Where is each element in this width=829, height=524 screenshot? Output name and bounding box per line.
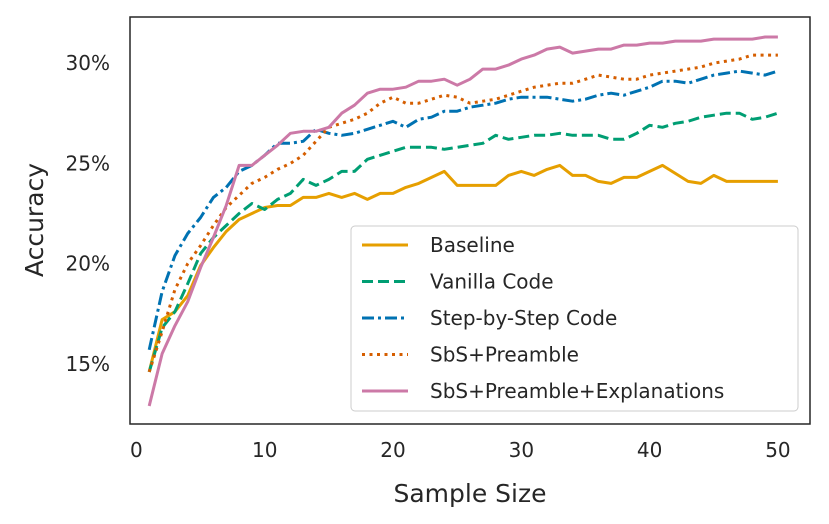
y-tick-label: 30% (66, 51, 110, 75)
y-tick-label: 20% (66, 252, 110, 276)
y-axis-label: Accuracy (20, 163, 49, 277)
series-line (147, 163, 778, 373)
x-tick-label: 0 (130, 438, 143, 462)
legend-label: Baseline (430, 233, 515, 257)
y-tick-label: 15% (66, 352, 110, 376)
legend-label: SbS+Preamble (430, 343, 579, 367)
series-line (147, 35, 778, 407)
legend-label: Step-by-Step Code (430, 306, 617, 330)
legend-frame (350, 225, 799, 412)
x-tick-label: 50 (765, 438, 790, 462)
axes-frame (129, 16, 811, 425)
legend-label: Vanilla Code (430, 270, 554, 294)
y-axis-ticks: 15% 20% 25% 30% (66, 51, 110, 376)
x-axis-ticks: 0 10 20 30 40 50 (130, 438, 791, 462)
plot-area (147, 35, 779, 407)
legend-label: SbS+Preamble+Explanations (430, 379, 724, 403)
series-line (147, 53, 778, 373)
legend-entries: Baseline Vanilla Code Step-by-Step Code SbS… (362, 233, 724, 403)
y-tick-label: 25% (66, 151, 110, 175)
x-tick-label: 10 (252, 438, 277, 462)
x-tick-label: 30 (509, 438, 534, 462)
legend: Baseline Vanilla Code Step-by-Step Code SbS… (350, 225, 799, 412)
x-tick-label: 20 (380, 438, 405, 462)
x-tick-label: 40 (637, 438, 662, 462)
series-line (147, 111, 779, 373)
x-axis-label: Sample Size (393, 479, 546, 508)
